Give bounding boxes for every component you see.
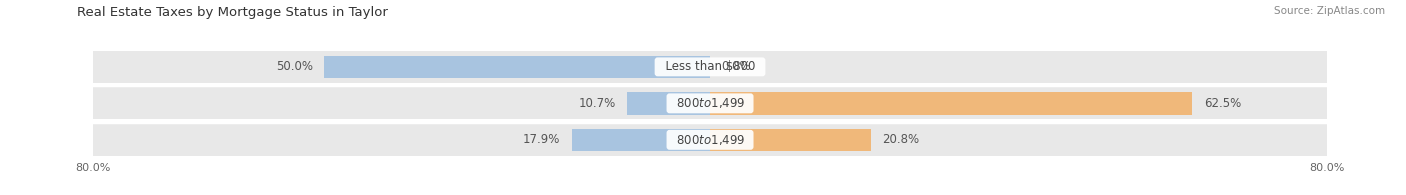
Bar: [325, 56, 710, 78]
Text: $800 to $1,499: $800 to $1,499: [669, 133, 751, 147]
Bar: [93, 88, 710, 119]
Text: 62.5%: 62.5%: [1204, 97, 1241, 110]
Text: 17.9%: 17.9%: [523, 133, 561, 146]
Legend: Without Mortgage, With Mortgage: Without Mortgage, With Mortgage: [585, 190, 835, 195]
Text: 20.8%: 20.8%: [882, 133, 920, 146]
Bar: [627, 92, 710, 115]
Text: 0.0%: 0.0%: [721, 60, 751, 73]
Text: $800 to $1,499: $800 to $1,499: [669, 96, 751, 110]
Bar: [572, 129, 710, 151]
Text: Source: ZipAtlas.com: Source: ZipAtlas.com: [1274, 6, 1385, 16]
Text: Real Estate Taxes by Mortgage Status in Taylor: Real Estate Taxes by Mortgage Status in …: [77, 6, 388, 19]
Bar: [93, 124, 710, 156]
Text: 50.0%: 50.0%: [276, 60, 312, 73]
Text: 10.7%: 10.7%: [579, 97, 616, 110]
Bar: [93, 51, 710, 83]
Bar: [710, 92, 1192, 115]
Text: Less than $800: Less than $800: [658, 60, 762, 73]
Bar: [710, 129, 870, 151]
Bar: [710, 124, 1327, 156]
Bar: [710, 88, 1327, 119]
Bar: [710, 51, 1327, 83]
